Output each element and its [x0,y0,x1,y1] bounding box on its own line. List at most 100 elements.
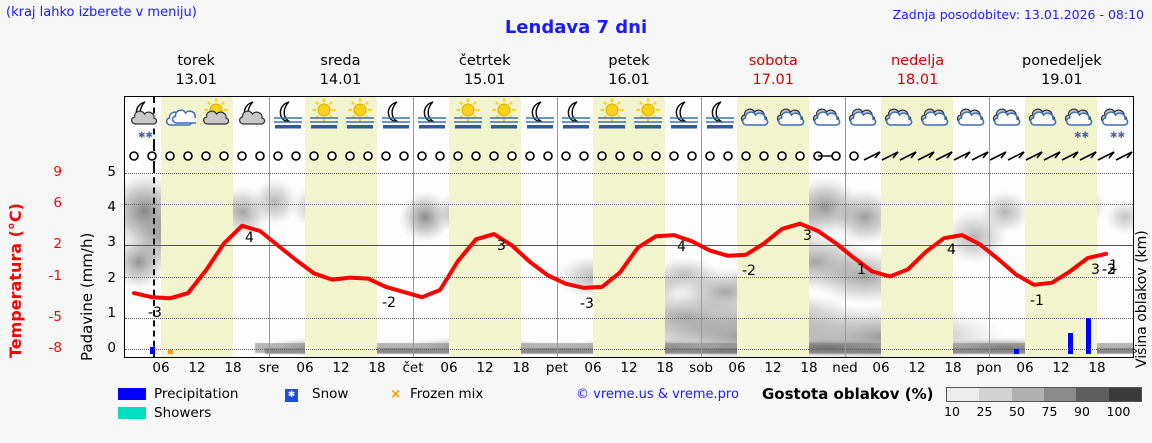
weather-icon-sun-fog [452,98,482,142]
daylight-band [305,167,377,357]
time-label: 12 [188,360,206,376]
horizontal-gridline [125,317,1133,319]
temperature-point-label: -3 [1102,261,1116,278]
temperature-point-label: -3 [580,295,594,312]
horizontal-gridline [125,245,1133,247]
daylight-band [737,145,809,167]
current-time-marker [152,167,155,357]
temperature-point-label: 1 [857,261,866,278]
cloud-density-scale [946,387,1142,402]
svg-text:✱✱: ✱✱ [1110,131,1125,141]
time-label: čet [402,360,424,376]
daylight-band [305,97,377,145]
temperature-point-label: 3 [1091,261,1100,278]
day-date: 13.01 [175,72,217,88]
scale-step [1043,388,1077,401]
temperature-point-label: -2 [382,294,396,311]
scale-value: 25 [976,404,993,419]
precipitation-bar [149,347,155,354]
temperature-point-label: 4 [245,229,254,246]
temperature-point-label: 4 [677,239,686,256]
day-name: petek [608,53,650,69]
day-separator [413,167,414,357]
scale-value: 10 [944,404,960,419]
day-separator [701,167,702,357]
day-separator [269,145,270,167]
frozen-mix-icon: × [390,386,402,402]
horizontal-gridline [125,276,1133,278]
temperature-point-label: -2 [1102,261,1116,278]
weather-icon-moon-fog [416,98,446,142]
scale-step [979,388,1012,401]
weather-icon-cloud [848,98,878,142]
legend: Precipitation Showers ✱ Snow × Frozen mi… [118,385,1152,443]
temperature-point-label: 3 [803,227,812,244]
time-label: 06 [440,360,458,376]
daylight-band [449,145,521,167]
time-label: 18 [656,360,674,376]
daylight-band [161,145,233,167]
daylight-band [449,167,521,357]
day-separator [845,145,846,167]
day-separator [557,145,558,167]
time-label: sob [689,360,713,376]
day-heading-nedelja: nedelja 18.01 [845,52,989,92]
daylight-band [593,97,665,145]
temperature-point-label: -3 [148,305,162,322]
temperature-point-label: 1 [1109,257,1118,274]
time-label: 18 [224,360,242,376]
legend-frozen-mix-label: Frozen mix [410,386,484,402]
temperature-tick: -5 [48,308,62,325]
day-separator [269,97,270,145]
day-date: 14.01 [319,72,362,88]
precipitation-axis-title: Padavine (mm/h) [78,232,96,361]
scale-value: 100 [1106,404,1131,419]
scale-step [1108,388,1141,401]
day-date: 19.01 [1041,72,1083,88]
day-heading-sreda: sreda 14.01 [268,52,412,92]
scale-step [1011,388,1044,401]
time-label: 06 [872,360,890,376]
temperature-tick: -8 [48,340,62,356]
weather-icon-cloud [740,98,770,142]
day-heading-torek: torek 13.01 [124,52,268,92]
time-label: pet [545,360,569,376]
weather-icon-cloud-snow: ✱✱ [1100,98,1130,142]
precipitation-swatch [118,388,146,400]
precipitation-tick: 4 [107,199,116,216]
day-separator [701,145,702,167]
temperature-tick: 2 [53,236,62,253]
temperature-point-label: 3 [497,238,506,255]
snow-icon: ✱ [285,389,298,402]
horizontal-gridline [125,173,1133,174]
precipitation-tick: 0 [107,340,116,356]
scale-value: 75 [1041,404,1058,419]
weather-icon-cloud [776,98,806,142]
time-label: 12 [620,360,638,376]
time-label: 18 [800,360,818,376]
cloud-density-label: Gostota oblakov (%) [762,385,934,403]
weather-icon-sun-fog [488,98,518,142]
weather-icon-moon-fog [380,98,410,142]
temperature-point-label: -2 [742,262,756,279]
weather-icon-moon-fog [272,98,302,142]
weather-icon-moon-fog [704,98,734,142]
day-heading-ponedeljek: ponedeljek 19.01 [990,52,1134,92]
horizontal-gridline [125,204,1133,206]
day-separator [269,167,270,357]
credit-link[interactable]: © vreme.us & vreme.pro [576,387,739,402]
weather-icon-cloud-partly [164,98,199,142]
svg-text:✱✱: ✱✱ [138,131,153,141]
day-separator [557,167,558,357]
day-separator [989,145,990,167]
temperature-tick: 6 [53,195,62,212]
day-heading-četrtek: četrtek 15.01 [413,52,557,92]
day-heading-petek: petek 16.01 [557,52,701,92]
time-axis-labels: 06 12 18 sre 06 12 18 čet 06 12 18 pet 06 12 18 sob 06 12… [125,360,1133,378]
temperature-tick: -1 [48,267,62,284]
day-name: sreda [320,53,361,69]
daylight-band [593,145,665,167]
weather-icon-cloud [956,98,986,142]
horizontal-gridline [125,349,1133,350]
weather-icon-cloud [812,98,842,142]
